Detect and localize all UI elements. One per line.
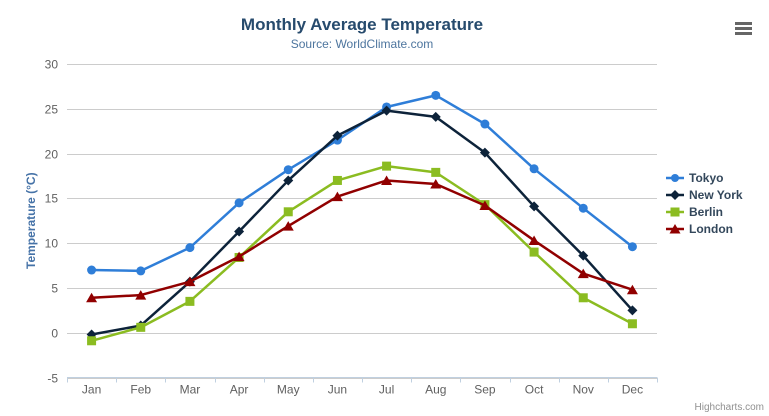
data-point-berlin-oct[interactable] [529, 247, 539, 257]
data-point-berlin-may[interactable] [283, 207, 293, 217]
legend-label-berlin: Berlin [689, 204, 724, 219]
data-point-tokyo-aug[interactable] [431, 90, 441, 100]
chart-subtitle: Source: WorldClimate.com [290, 37, 434, 51]
data-point-new-york-sep[interactable] [479, 147, 490, 158]
y-tick-label--5: -5 [47, 372, 58, 386]
chart-title: Monthly Average Temperature [240, 15, 484, 34]
data-point-london-sep[interactable] [479, 200, 491, 211]
data-point-new-york-jun[interactable] [332, 130, 343, 141]
x-tick-label-jun: Jun [328, 383, 347, 397]
x-tick-label-dec: Dec [622, 383, 643, 397]
y-tick-label-25: 25 [45, 103, 59, 117]
data-point-london-jul[interactable] [381, 175, 393, 185]
data-point-tokyo-dec[interactable] [627, 242, 637, 252]
data-point-london-jan[interactable] [86, 292, 98, 303]
data-point-tokyo-jan[interactable] [87, 265, 97, 275]
y-tick-label-30: 30 [45, 58, 59, 72]
x-tick-label-aug: Aug [425, 383, 446, 397]
x-tick-label-may: May [277, 383, 300, 397]
chart-context-menu-button[interactable] [731, 18, 757, 38]
data-point-berlin-feb[interactable] [136, 322, 146, 332]
data-point-tokyo-feb[interactable] [136, 266, 146, 276]
data-point-new-york-may[interactable] [283, 175, 294, 186]
series-line-new-york [90, 109, 634, 336]
data-point-tokyo-nov[interactable] [578, 203, 588, 213]
y-tick-label-20: 20 [45, 148, 59, 162]
y-tick-label-0: 0 [51, 327, 58, 341]
legend-item-new-york[interactable]: New York [666, 186, 743, 203]
data-point-new-york-dec[interactable] [627, 305, 638, 316]
data-point-london-apr[interactable] [233, 251, 245, 262]
x-tick-label-apr: Apr [230, 383, 249, 397]
highcharts-credit[interactable]: Highcharts.com [694, 402, 764, 413]
legend-symbol-square-icon [666, 207, 684, 216]
legend-symbol-triangle-icon [666, 223, 684, 233]
data-point-london-aug[interactable] [430, 179, 442, 189]
x-tick-label-nov: Nov [573, 383, 594, 397]
y-tick-label-10: 10 [45, 237, 59, 251]
legend-item-tokyo[interactable]: Tokyo [666, 169, 743, 186]
data-point-london-dec[interactable] [626, 284, 638, 295]
data-point-berlin-jan[interactable] [87, 336, 97, 346]
series-line-tokyo [90, 94, 634, 273]
x-tick-label-feb: Feb [130, 383, 151, 397]
data-point-berlin-nov[interactable] [578, 293, 588, 303]
series-line-berlin [90, 164, 634, 343]
legend-symbol-diamond-icon [666, 189, 684, 200]
legend: Tokyo New York Berlin London [666, 169, 743, 237]
y-tick-label-5: 5 [51, 282, 58, 296]
data-point-london-jun[interactable] [331, 191, 343, 202]
series-line-london [90, 179, 634, 300]
x-tick-label-mar: Mar [180, 383, 201, 397]
legend-label-tokyo: Tokyo [689, 170, 724, 185]
data-point-tokyo-sep[interactable] [480, 119, 490, 129]
data-point-tokyo-oct[interactable] [529, 164, 539, 174]
legend-symbol-circle-icon [666, 173, 684, 182]
legend-label-new-york: New York [689, 187, 743, 202]
legend-item-berlin[interactable]: Berlin [666, 203, 743, 220]
data-point-new-york-apr[interactable] [234, 226, 245, 237]
x-tick-label-jan: Jan [82, 383, 101, 397]
data-point-berlin-dec[interactable] [627, 319, 637, 329]
x-tick-label-jul: Jul [379, 383, 394, 397]
data-point-new-york-aug[interactable] [430, 111, 441, 122]
data-point-tokyo-mar[interactable] [185, 243, 195, 253]
legend-item-london[interactable]: London [666, 220, 743, 237]
data-point-tokyo-may[interactable] [283, 165, 293, 175]
data-point-london-mar[interactable] [184, 276, 196, 287]
data-point-berlin-jun[interactable] [332, 175, 342, 185]
x-tick-label-oct: Oct [525, 383, 544, 397]
legend-label-london: London [689, 221, 733, 236]
hamburger-icon [735, 21, 752, 25]
y-tick-label-15: 15 [45, 192, 59, 206]
data-point-london-nov[interactable] [577, 268, 589, 279]
data-point-london-oct[interactable] [528, 235, 540, 245]
data-point-berlin-mar[interactable] [185, 296, 195, 306]
data-point-berlin-jul[interactable] [382, 161, 392, 171]
data-point-tokyo-apr[interactable] [234, 198, 244, 208]
data-point-london-may[interactable] [282, 221, 294, 231]
data-point-berlin-aug[interactable] [431, 167, 441, 177]
data-point-new-york-nov[interactable] [578, 250, 589, 261]
y-axis-title: Temperature (°C) [24, 172, 38, 270]
data-point-new-york-oct[interactable] [529, 201, 540, 212]
data-point-new-york-jul[interactable] [381, 105, 392, 116]
data-point-london-feb[interactable] [135, 290, 147, 300]
x-tick-label-sep: Sep [474, 383, 496, 397]
